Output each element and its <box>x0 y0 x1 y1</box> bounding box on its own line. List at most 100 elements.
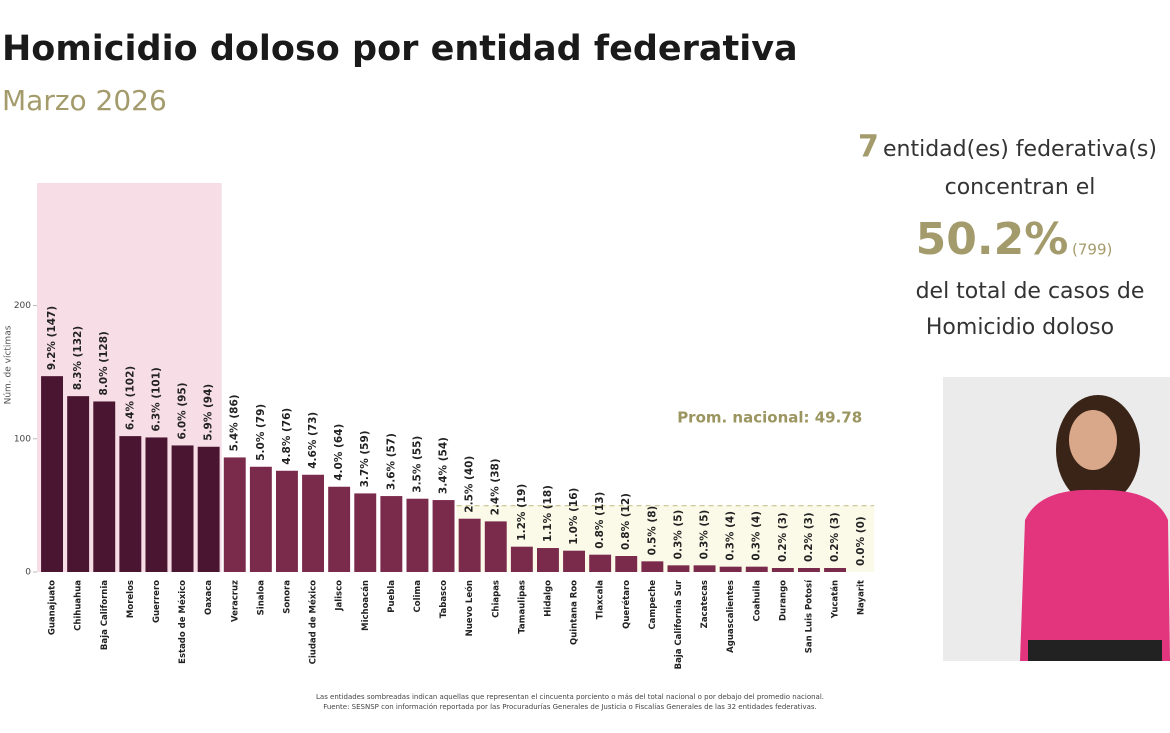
x-tick-label: Ciudad de México <box>308 580 319 665</box>
chart-subtitle: Marzo 2026 <box>2 84 167 117</box>
bar <box>249 466 272 572</box>
value-label: 3.4% (54) <box>438 437 450 494</box>
bar <box>197 446 220 572</box>
bar <box>328 486 351 572</box>
summary-text: Homicidio doloso <box>926 315 1114 340</box>
x-tick-label: Tabasco <box>439 580 449 618</box>
x-tick-label: Campeche <box>648 580 658 630</box>
bar <box>145 437 168 572</box>
value-label: 0.2% (3) <box>803 512 815 562</box>
value-label: 2.4% (38) <box>490 458 502 515</box>
value-label: 3.5% (55) <box>411 436 423 493</box>
x-tick-label: Baja California <box>100 580 110 650</box>
y-tick-label: 0 <box>25 568 31 578</box>
x-tick-label: Coahuila <box>752 580 762 622</box>
y-tick-label: 100 <box>14 434 31 444</box>
x-tick-label: Oaxaca <box>204 580 214 615</box>
bar <box>771 568 794 572</box>
bar <box>719 566 742 572</box>
bar <box>41 376 64 572</box>
x-tick-label: Durango <box>778 580 788 621</box>
pants <box>1028 640 1162 661</box>
x-tick-label: Zacatecas <box>700 580 710 628</box>
value-label: 1.1% (18) <box>542 485 554 542</box>
value-label: 3.6% (57) <box>385 433 397 490</box>
summary-text: entidad(es) federativa(s) <box>883 137 1157 162</box>
value-label: 9.2% (147) <box>46 306 58 370</box>
x-tick-label: Chihuahua <box>74 580 84 631</box>
bar <box>67 396 90 572</box>
footnote: Fuente: SESNSP con información reportada… <box>323 703 817 711</box>
x-tick-label: Querétaro <box>621 580 632 629</box>
x-tick-label: Tamaulipas <box>517 580 527 634</box>
value-label: 5.4% (86) <box>229 394 241 451</box>
interpreter-video <box>943 377 1170 661</box>
x-tick-label: Guerrero <box>152 580 162 623</box>
bar <box>302 474 325 572</box>
x-tick-label: Puebla <box>387 580 397 613</box>
bar <box>745 566 768 572</box>
bar <box>824 568 847 572</box>
x-tick-label: Veracruz <box>230 580 240 622</box>
value-label: 6.3% (101) <box>150 367 162 431</box>
value-label: 0.3% (5) <box>672 510 684 560</box>
value-label: 0.8% (13) <box>594 492 606 549</box>
x-tick-label: Yucatán <box>831 580 841 619</box>
bar <box>93 401 116 572</box>
value-label: 0.2% (3) <box>829 512 841 562</box>
x-tick-label: Chiapas <box>491 580 501 618</box>
average-label: Prom. nacional: 49.78 <box>677 409 862 427</box>
bar <box>641 561 664 572</box>
bar <box>589 554 612 572</box>
value-label: 4.6% (73) <box>307 412 319 469</box>
value-label: 1.0% (16) <box>568 488 580 545</box>
bar <box>223 457 246 572</box>
value-label: 0.3% (5) <box>699 510 711 560</box>
value-label: 3.7% (59) <box>359 430 371 487</box>
summary-text: del total de casos de <box>916 279 1145 304</box>
bar <box>563 550 586 572</box>
x-tick-label: Nayarit <box>857 580 867 615</box>
value-label: 5.0% (79) <box>255 404 267 461</box>
bar <box>615 556 638 572</box>
x-tick-label: Quintana Roo <box>570 580 580 645</box>
bar <box>119 436 142 572</box>
value-label: 0.8% (12) <box>620 493 632 550</box>
bar <box>510 546 533 572</box>
bar <box>667 565 690 572</box>
x-tick-label: Sonora <box>282 580 292 614</box>
x-tick-label: Estado de México <box>177 580 188 664</box>
shirt <box>1020 489 1170 661</box>
x-tick-label: San Luis Potosí <box>804 579 814 653</box>
value-label: 6.4% (102) <box>124 366 136 430</box>
x-tick-label: Sinaloa <box>256 580 266 616</box>
footnote: Las entidades sombreadas indican aquella… <box>316 693 824 701</box>
value-label: 4.8% (76) <box>281 408 293 465</box>
bar <box>458 518 481 572</box>
summary-text: concentran el <box>945 175 1096 200</box>
bar <box>484 521 507 572</box>
x-tick-label: Jalisco <box>335 580 345 612</box>
bar <box>406 498 429 572</box>
bar <box>171 445 194 572</box>
value-label: 5.9% (94) <box>203 384 215 441</box>
value-label: 1.2% (19) <box>516 484 528 541</box>
bar <box>797 568 820 572</box>
summary-cases: (799) <box>1072 241 1112 259</box>
bar <box>380 496 403 572</box>
value-label: 8.0% (128) <box>98 331 110 395</box>
x-tick-label: Guanajuato <box>48 580 58 635</box>
value-label: 0.3% (4) <box>751 511 763 561</box>
y-axis-label: Núm. de víctimas <box>4 325 14 404</box>
value-label: 0.3% (4) <box>725 511 737 561</box>
x-tick-label: Nuevo León <box>464 580 475 636</box>
face <box>1069 410 1117 470</box>
value-label: 0.5% (8) <box>646 506 658 556</box>
summary-count: 7 <box>858 130 879 165</box>
x-tick-label: Tlaxcala <box>596 580 606 620</box>
x-tick-label: Michoacán <box>361 580 371 631</box>
summary-share: 50.2% <box>916 214 1069 265</box>
bar <box>275 470 298 572</box>
bar <box>354 493 377 572</box>
